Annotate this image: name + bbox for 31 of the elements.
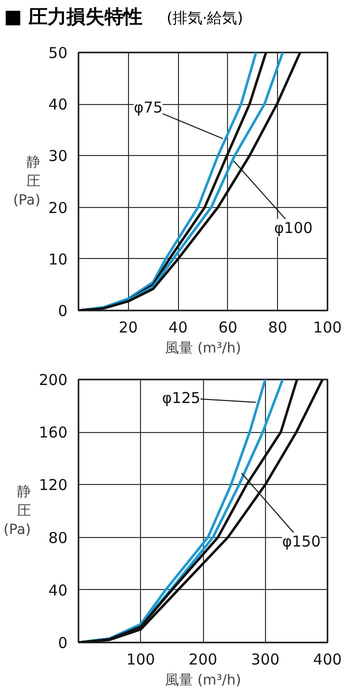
x-axis-title: 風量 (m³/h): [164, 672, 242, 688]
x-tick-label: 40: [168, 318, 188, 336]
y-axis-title: 静圧(Pa): [13, 154, 40, 209]
annotation: φ75: [134, 98, 163, 117]
y-tick-label: 50: [48, 44, 68, 62]
y-axis-title: 静圧(Pa): [4, 484, 31, 538]
y-tick-label: 0: [58, 302, 68, 320]
y-tick-label: 80: [48, 528, 68, 547]
annotation: φ150: [282, 532, 321, 551]
y-tick-label: 200: [38, 371, 68, 389]
x-tick-label: 80: [268, 318, 288, 336]
y-tick-label: 40: [48, 581, 68, 600]
y-tick-label: 120: [38, 476, 68, 494]
x-tick-label: 20: [118, 318, 138, 336]
chart-title: ■ 圧力損失特性: [4, 6, 143, 28]
annotation: φ125: [162, 388, 200, 407]
x-tick-label: 200: [188, 650, 218, 668]
x-tick-label: 60: [218, 318, 238, 336]
x-tick-label: 300: [250, 650, 280, 668]
y-tick-label: 30: [48, 147, 68, 166]
y-tick-label: 10: [48, 250, 68, 268]
y-tick-label: 0: [58, 634, 68, 652]
y-tick-label: 20: [48, 198, 68, 217]
x-axis-title: 風量 (m³/h): [164, 340, 242, 356]
x-tick-label: 100: [126, 650, 156, 668]
x-tick-label: 100: [313, 318, 342, 336]
y-tick-label: 160: [38, 424, 68, 442]
x-tick-label: 400: [313, 650, 342, 668]
annotation: φ100: [274, 218, 313, 237]
y-tick-label: 40: [48, 96, 68, 114]
chart-subtitle: (排気·給気): [166, 9, 244, 27]
